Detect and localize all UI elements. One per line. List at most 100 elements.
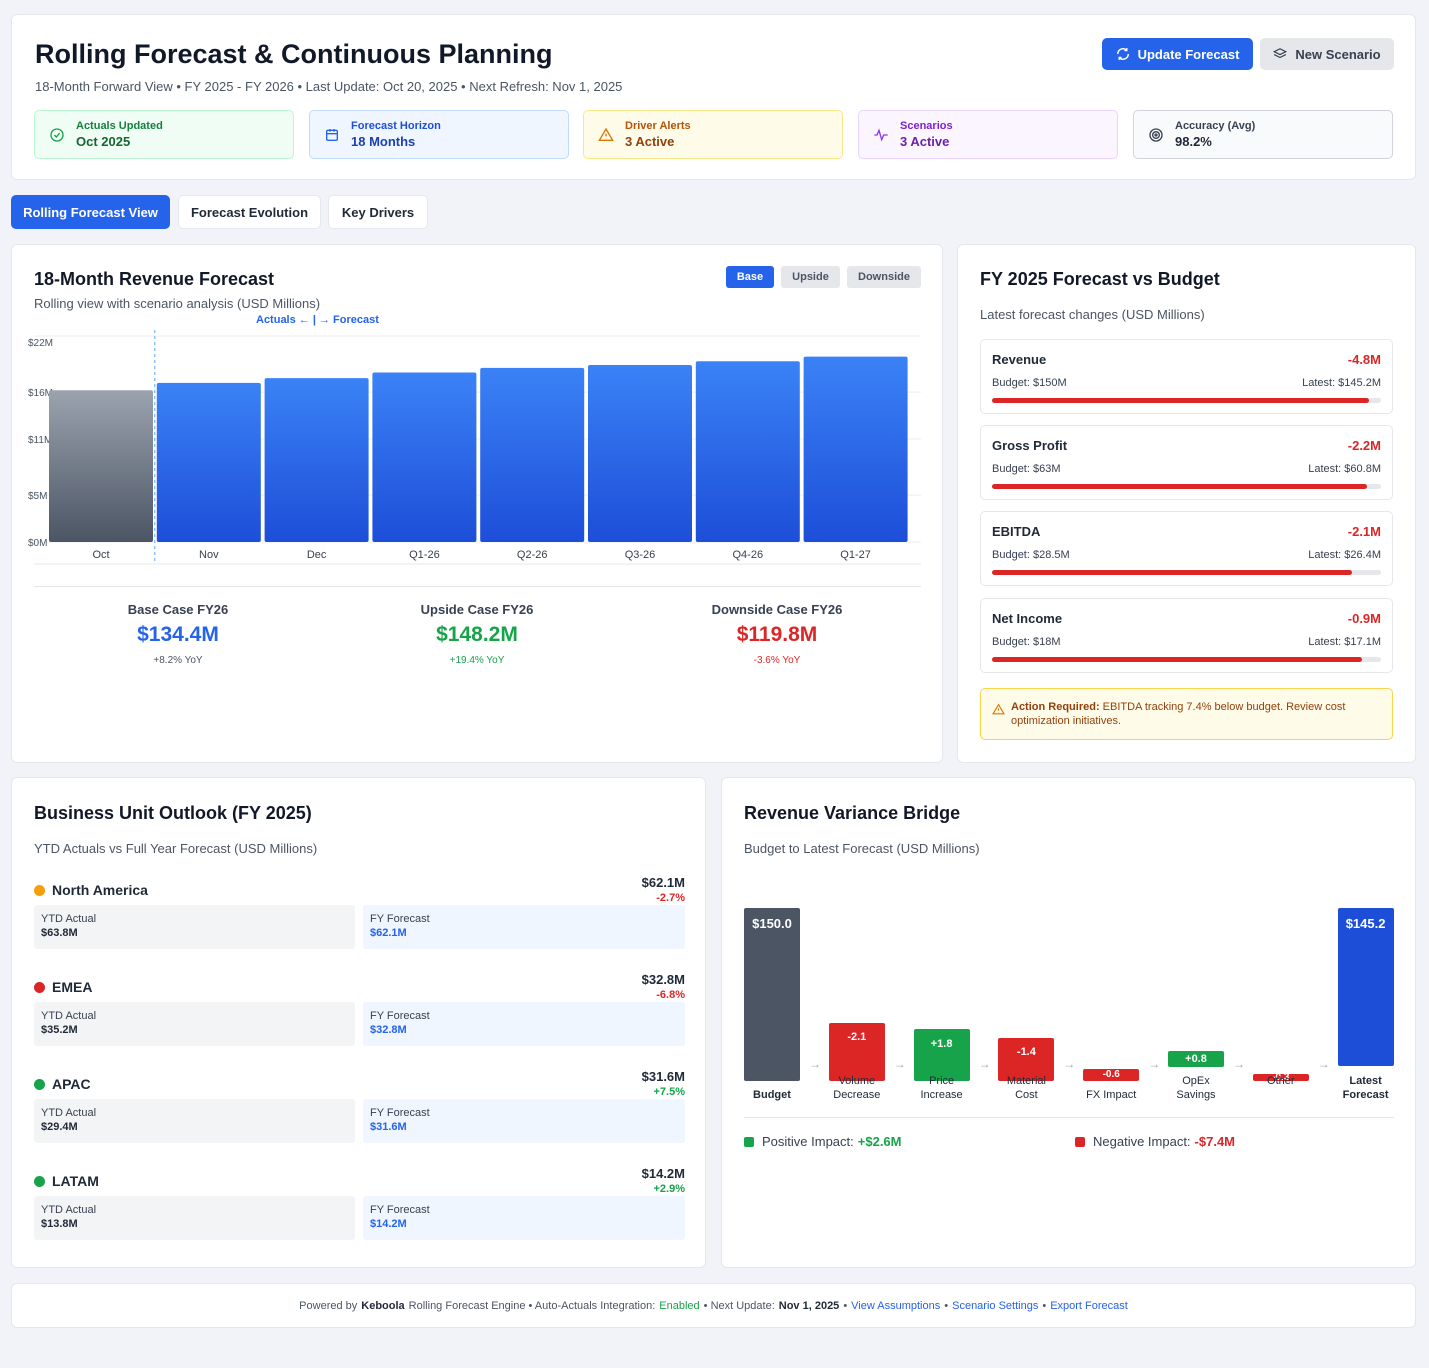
revenue-bar xyxy=(588,365,692,542)
new-scenario-button[interactable]: New Scenario xyxy=(1260,38,1394,70)
bu-fy-value: $14.2M xyxy=(370,1218,407,1230)
footer: Powered by Keboola Rolling Forecast Engi… xyxy=(11,1283,1416,1328)
revenue-forecast-title: 18-Month Revenue Forecast xyxy=(34,269,275,289)
footer-next: • Next Update: xyxy=(703,1299,775,1312)
bu-color-dot xyxy=(34,885,45,896)
positive-impact-legend: Positive Impact: +$2.6M xyxy=(744,1134,902,1149)
fvb-progress-track xyxy=(992,398,1381,403)
fvb-item-latest: Latest: $26.4M xyxy=(1308,549,1381,561)
bu-ytd-box: YTD Actual $35.2M xyxy=(34,1002,355,1046)
arrow-right-icon: → xyxy=(893,1057,906,1071)
bu-ytd-value: $29.4M xyxy=(41,1121,78,1133)
fvb-item-budget: Budget: $28.5M xyxy=(992,549,1070,561)
bu-ytd-label: YTD Actual xyxy=(41,1204,97,1216)
kpi-actuals-updated: Actuals Updated Oct 2025 xyxy=(34,110,294,159)
forecast-vs-budget-card: FY 2025 Forecast vs Budget Latest foreca… xyxy=(957,244,1416,763)
kpi-label: Actuals Updated xyxy=(76,120,163,132)
bridge-subtitle: Budget to Latest Forecast (USD Millions) xyxy=(744,841,980,856)
actuals-forecast-divider-label: Actuals ← | → Forecast xyxy=(256,314,379,326)
tab-rolling-forecast-view[interactable]: Rolling Forecast View xyxy=(11,195,170,229)
page-subtitle: 18-Month Forward View • FY 2025 - FY 202… xyxy=(35,79,623,94)
check-circle-icon xyxy=(50,127,64,142)
tab-forecast-evolution[interactable]: Forecast Evolution xyxy=(178,195,321,229)
bu-total: $14.2M xyxy=(641,1166,685,1181)
scenario-downside-button[interactable]: Downside xyxy=(847,266,921,288)
fvb-item-budget: Budget: $18M xyxy=(992,636,1061,648)
kpi-value: Oct 2025 xyxy=(76,134,131,149)
x-tick-label: Q2-26 xyxy=(517,549,548,561)
bu-subtitle: YTD Actuals vs Full Year Forecast (USD M… xyxy=(34,841,318,856)
bu-ytd-label: YTD Actual xyxy=(41,1107,97,1119)
x-tick-label: Dec xyxy=(307,549,327,561)
kpi-value: 3 Active xyxy=(900,134,950,149)
bu-fy-value: $62.1M xyxy=(370,927,407,939)
kpi-value: 3 Active xyxy=(625,134,675,149)
kpi-value: 18 Months xyxy=(351,134,416,149)
new-scenario-label: New Scenario xyxy=(1295,46,1381,62)
bu-name: APAC xyxy=(52,1076,91,1092)
fvb-progress-track xyxy=(992,570,1381,575)
revenue-bar xyxy=(803,356,908,542)
action-required-alert: Action Required: EBITDA tracking 7.4% be… xyxy=(980,688,1393,740)
bu-ytd-box: YTD Actual $63.8M xyxy=(34,905,355,949)
fvb-item-budget: Budget: $63M xyxy=(992,463,1061,475)
footer-engine: Rolling Forecast Engine • Auto-Actuals I… xyxy=(408,1299,656,1312)
view-assumptions-link[interactable]: View Assumptions xyxy=(851,1299,941,1312)
scenario-title: Upside Case FY26 xyxy=(420,602,534,617)
x-tick-label: Q1-26 xyxy=(409,549,440,561)
y-tick-label: $11M xyxy=(28,435,52,446)
fvb-item-delta: -4.8M xyxy=(1347,352,1381,367)
fvb-progress-fill xyxy=(992,398,1369,403)
bu-fy-value: $31.6M xyxy=(370,1121,407,1133)
layers-icon xyxy=(1273,48,1288,59)
bu-fy-label: FY Forecast xyxy=(370,1204,430,1216)
fvb-progress-track xyxy=(992,657,1381,662)
bu-change: -2.7% xyxy=(656,892,685,904)
fvb-item-latest: Latest: $60.8M xyxy=(1308,463,1381,475)
bu-fy-value: $32.8M xyxy=(370,1024,407,1036)
arrow-right-icon: → xyxy=(809,1057,821,1071)
arrow-right-icon: → xyxy=(1233,1057,1245,1071)
bu-fy-box: FY Forecast $14.2M xyxy=(363,1196,685,1240)
y-tick-label: $16M xyxy=(28,388,53,399)
fvb-progress-track xyxy=(992,484,1381,489)
bu-row-emea: EMEA $32.8M -6.8% YTD Actual $35.2M FY Fo… xyxy=(34,972,685,1063)
waterfall-bar: $145.2 xyxy=(1337,908,1394,1066)
bu-fy-box: FY Forecast $32.8M xyxy=(363,1002,685,1046)
fvb-item-name: Net Income xyxy=(992,611,1063,626)
arrow-right-icon: → xyxy=(1317,1057,1330,1071)
update-forecast-button[interactable]: Update Forecast xyxy=(1102,38,1253,70)
scenario-title: Downside Case FY26 xyxy=(711,602,843,617)
revenue-bar xyxy=(480,367,585,542)
bu-fy-box: FY Forecast $31.6M xyxy=(363,1099,685,1143)
bu-ytd-value: $35.2M xyxy=(41,1024,78,1036)
positive-value: +$2.6M xyxy=(857,1134,902,1149)
scenario-settings-link[interactable]: Scenario Settings xyxy=(952,1299,1039,1312)
bu-change: +2.9% xyxy=(653,1183,686,1195)
scenario-base-button[interactable]: Base xyxy=(726,266,774,288)
fvb-progress-fill xyxy=(992,570,1353,575)
waterfall-category-label: FX Impact xyxy=(1086,1089,1137,1101)
bridge-title: Revenue Variance Bridge xyxy=(744,803,961,823)
x-tick-label: Q4-26 xyxy=(733,549,764,561)
scenario-yoy: +8.2% YoY xyxy=(153,655,203,666)
activity-icon xyxy=(874,127,888,142)
footer-enabled-status: Enabled xyxy=(659,1299,700,1312)
bu-ytd-value: $63.8M xyxy=(41,927,78,939)
tab-key-drivers[interactable]: Key Drivers xyxy=(328,195,428,229)
waterfall-bar: -0.6 xyxy=(1083,1069,1140,1081)
bu-change: +7.5% xyxy=(653,1086,686,1098)
divider xyxy=(34,586,921,587)
footer-next-date: Nov 1, 2025 xyxy=(778,1299,840,1312)
scenario-upside-button[interactable]: Upside xyxy=(781,266,840,288)
export-forecast-link[interactable]: Export Forecast xyxy=(1050,1299,1128,1312)
revenue-bar xyxy=(156,382,261,542)
footer-sep: • xyxy=(1042,1299,1047,1312)
y-tick-label: $5M xyxy=(28,491,47,502)
bu-ytd-label: YTD Actual xyxy=(41,913,97,925)
revenue-bar xyxy=(264,378,369,542)
bu-change: -6.8% xyxy=(656,989,685,1001)
revenue-chart: $0M $5M $11M $16M $22M Oct Nov Dec Q1-26 Q2-26 Q3-… xyxy=(28,330,921,565)
kpi-value: 98.2% xyxy=(1175,134,1212,149)
scenario-yoy: +19.4% YoY xyxy=(449,655,505,666)
